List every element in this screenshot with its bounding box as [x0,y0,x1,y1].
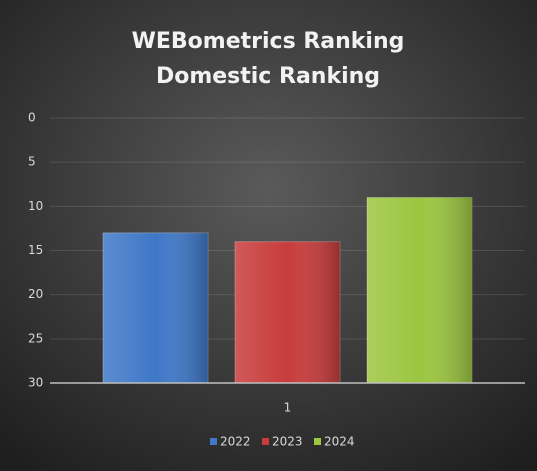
chart-subtitle: Domestic Ranking [156,64,380,89]
legend-label: 2024 [324,435,355,449]
legend-label: 2023 [272,435,303,449]
y-tick-label: 25 [28,331,43,345]
x-tick-label: 1 [284,401,292,415]
legend-swatch [210,438,217,445]
y-tick-label: 10 [28,199,43,213]
y-tick-label: 15 [28,243,43,257]
y-tick-label: 20 [28,287,43,301]
bar [102,232,209,384]
chart-title: WEBometrics Ranking [132,29,405,54]
bar [234,241,341,384]
y-tick-label: 0 [28,111,36,125]
bar [366,197,473,384]
y-tick-label: 30 [28,376,43,390]
legend-swatch [314,438,321,445]
y-tick-label: 5 [28,155,36,169]
legend-label: 2022 [220,435,251,449]
legend-swatch [262,438,269,445]
